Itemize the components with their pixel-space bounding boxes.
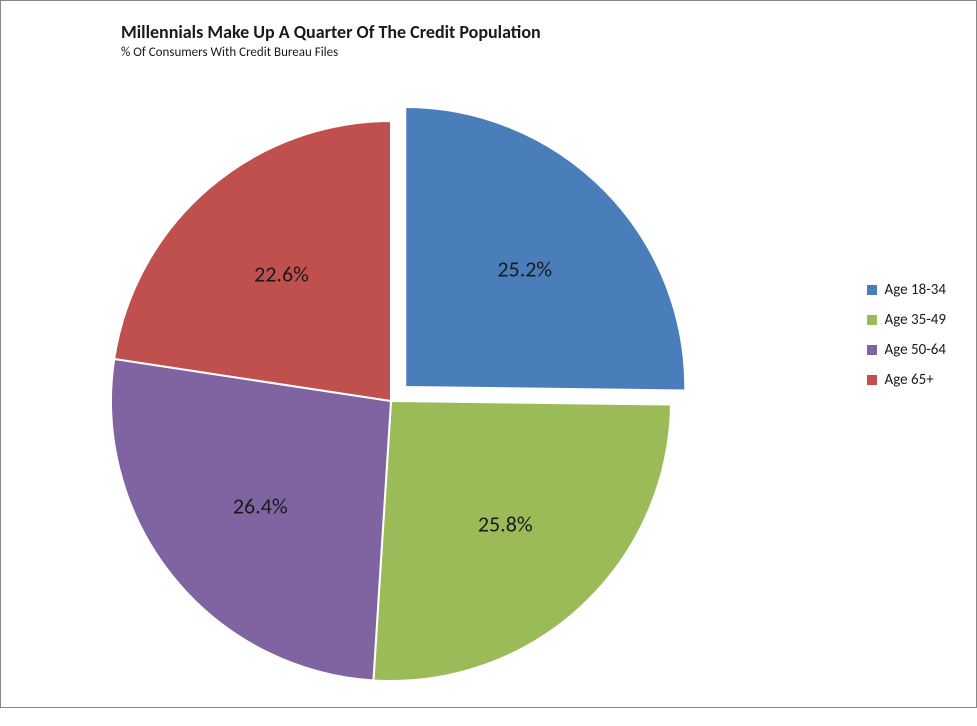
pie-chart: 25.2% 25.8% 26.4% 22.6%	[61, 81, 681, 701]
slice-label-0: 25.2%	[497, 255, 552, 282]
legend-item-2: Age 50-64	[867, 341, 946, 359]
slice-label-1: 25.8%	[478, 511, 533, 538]
legend-item-0: Age 18-34	[867, 281, 946, 299]
legend-swatch-1	[867, 315, 877, 325]
pie-slice-0	[405, 107, 685, 391]
legend-item-3: Age 65+	[867, 371, 946, 389]
chart-frame: Millennials Make Up A Quarter Of The Cre…	[0, 0, 977, 708]
slice-label-2: 26.4%	[233, 493, 288, 520]
legend-swatch-3	[867, 375, 877, 385]
legend-item-1: Age 35-49	[867, 311, 946, 329]
legend-swatch-2	[867, 345, 877, 355]
legend-label-0: Age 18-34	[885, 281, 946, 299]
pie-slice-3	[114, 121, 391, 401]
slice-label-3: 22.6%	[254, 260, 309, 287]
legend-label-3: Age 65+	[885, 371, 934, 389]
pie-slice-1	[373, 401, 671, 681]
legend-label-2: Age 50-64	[885, 341, 946, 359]
pie-svg	[61, 81, 721, 721]
chart-subtitle: % Of Consumers With Credit Bureau Files	[121, 45, 541, 60]
title-block: Millennials Make Up A Quarter Of The Cre…	[121, 21, 541, 60]
chart-title: Millennials Make Up A Quarter Of The Cre…	[121, 21, 541, 43]
legend-swatch-0	[867, 285, 877, 295]
legend: Age 18-34 Age 35-49 Age 50-64 Age 65+	[867, 281, 946, 401]
legend-label-1: Age 35-49	[885, 311, 946, 329]
